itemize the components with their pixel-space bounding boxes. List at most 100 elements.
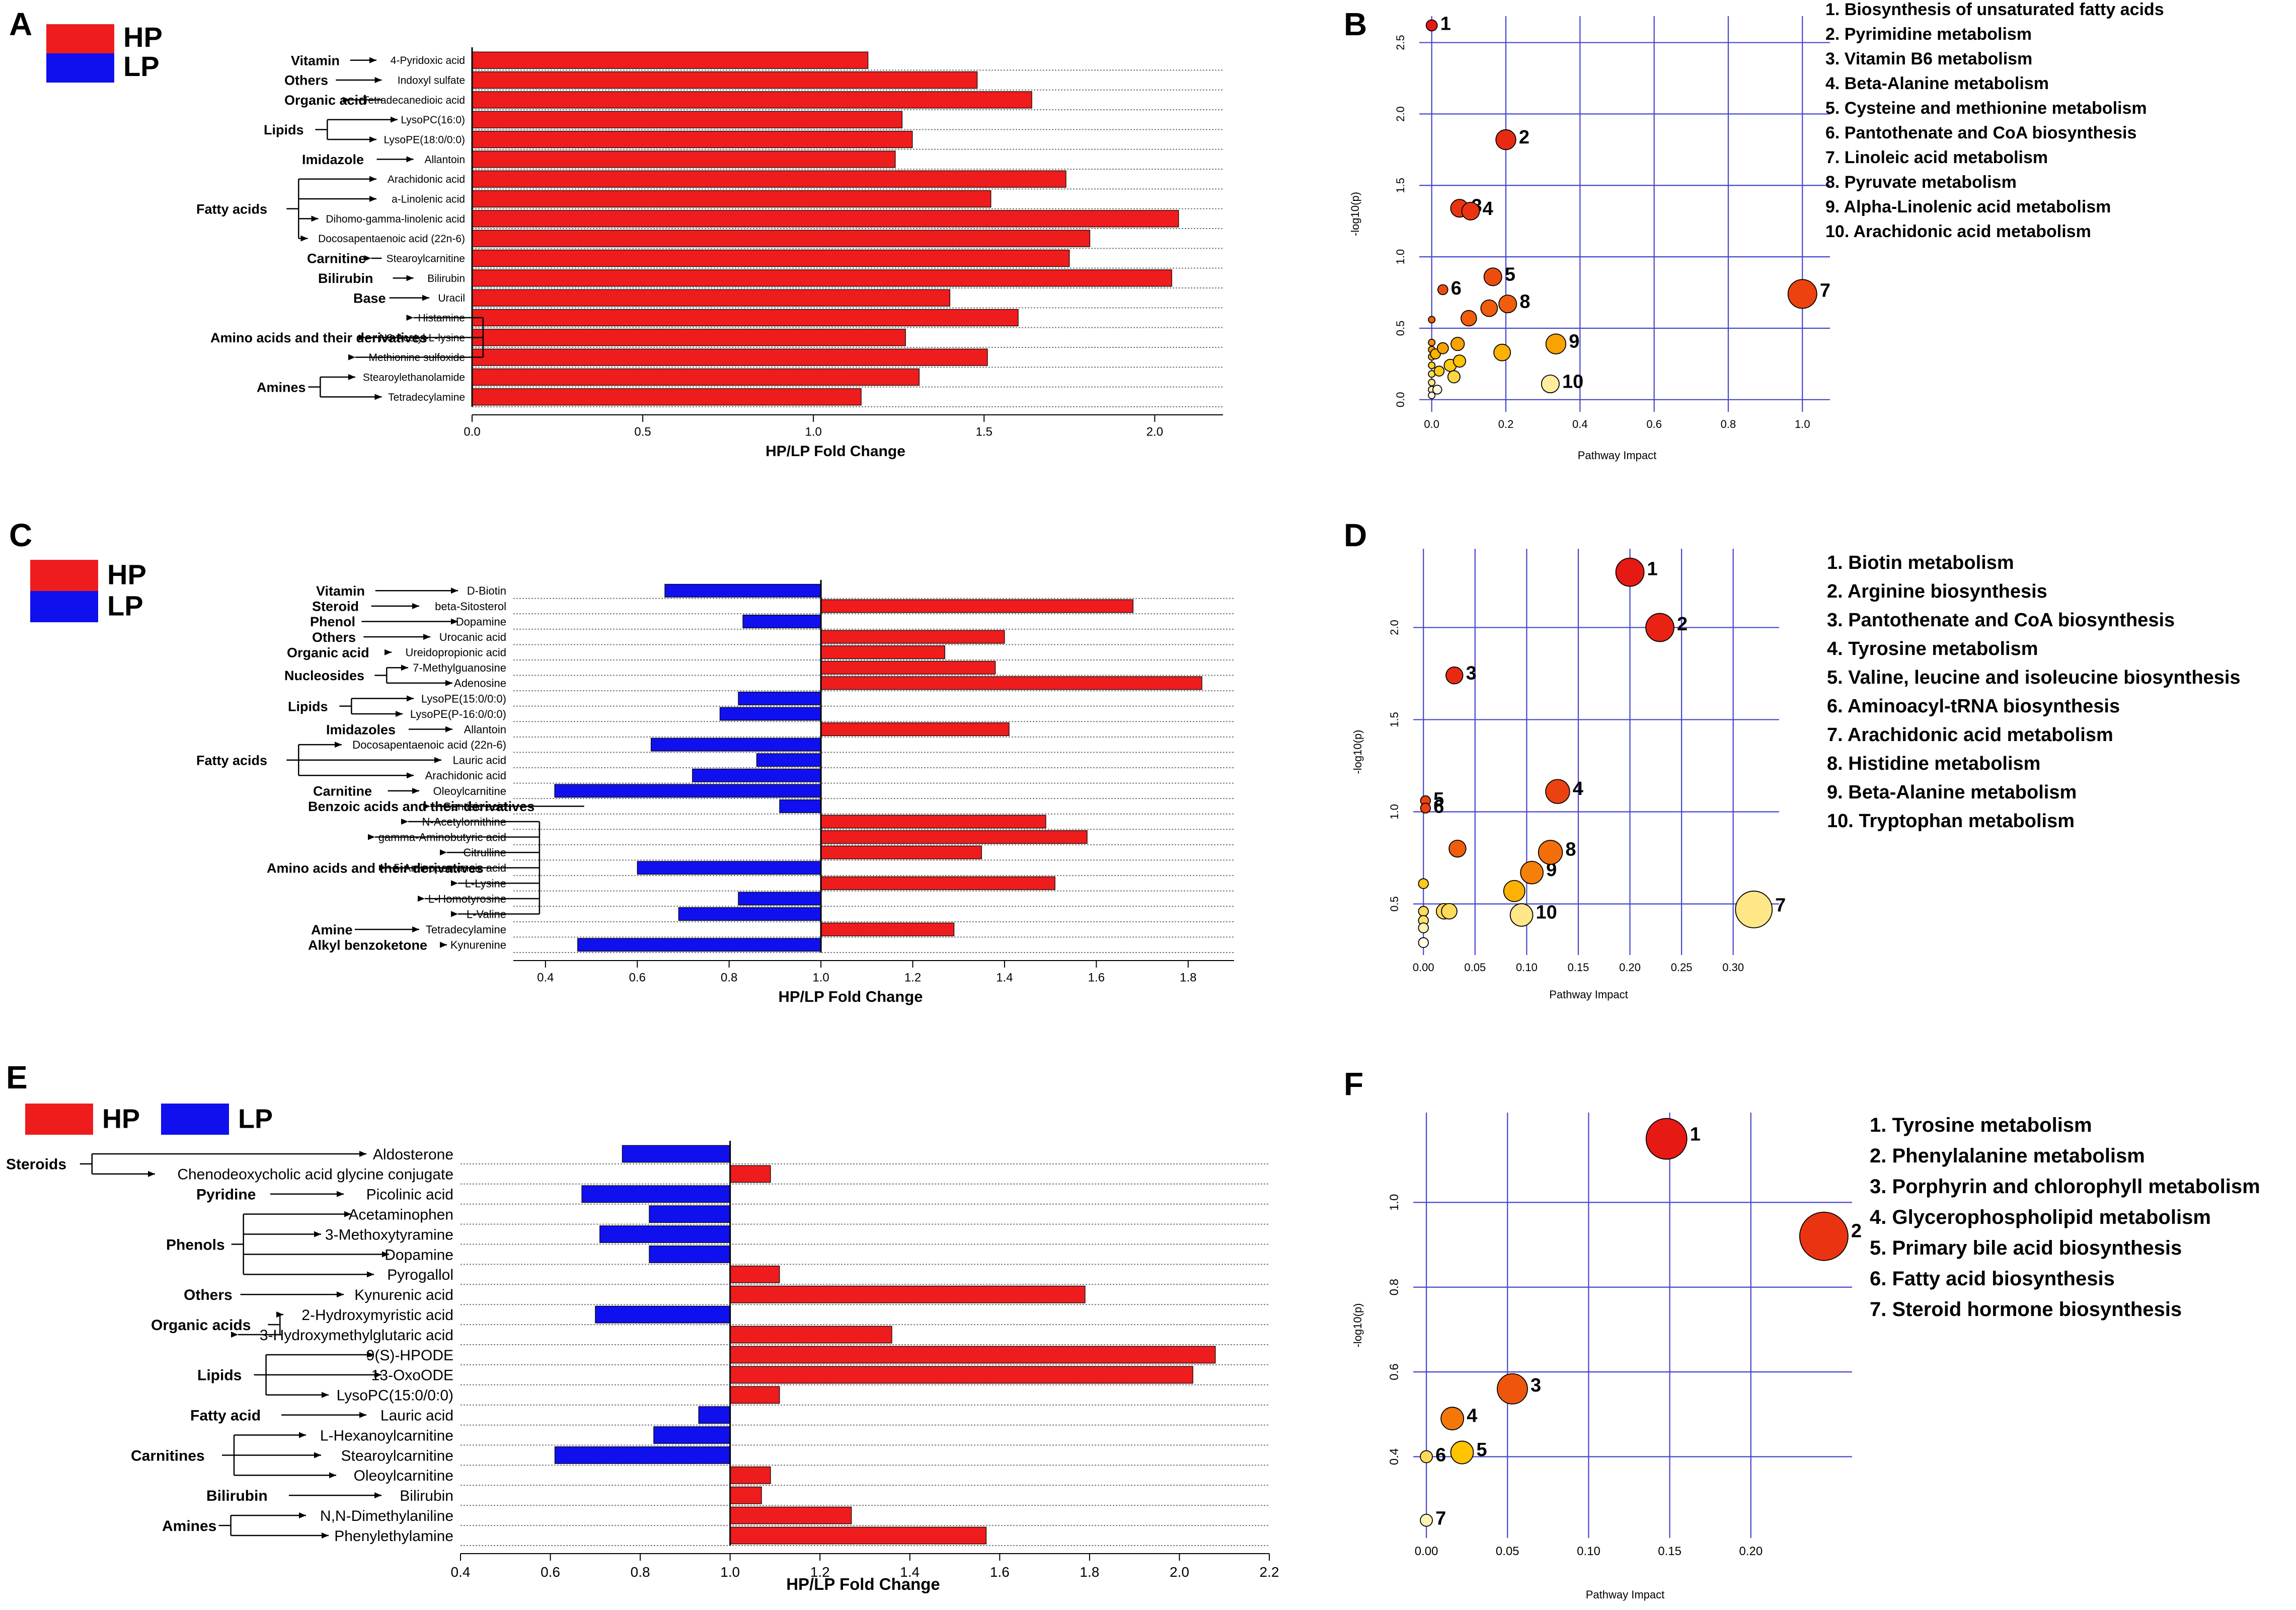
point-label: 8 bbox=[1519, 291, 1530, 313]
group-arrowhead bbox=[314, 1452, 321, 1458]
y-axis-title: -log10(p) bbox=[1349, 192, 1361, 236]
pathway-point bbox=[1461, 201, 1480, 221]
category-label: Arachidonic acid bbox=[425, 769, 506, 782]
group-arrowhead bbox=[359, 1412, 366, 1418]
bar bbox=[554, 784, 821, 798]
pathway-point bbox=[1452, 354, 1466, 368]
x-axis-title: HP/LP Fold Change bbox=[786, 1575, 940, 1593]
group-arrowhead bbox=[382, 1251, 389, 1258]
category-label: LysoPE(15:0/0:0) bbox=[421, 692, 506, 705]
bar bbox=[649, 1246, 731, 1263]
panel-letter-F: F bbox=[1344, 1066, 1363, 1102]
pathway-legend-item: 5. Valine, leucine and isoleucine biosyn… bbox=[1827, 667, 2241, 688]
group-arrowhead bbox=[451, 588, 458, 594]
pathway-legend-item: 3. Porphyrin and chlorophyll metabolism bbox=[1870, 1176, 2260, 1198]
x-tick-label: 0.0 bbox=[464, 425, 480, 439]
bar bbox=[730, 1526, 987, 1545]
point-label: 6 bbox=[1433, 796, 1444, 818]
group-arrowhead bbox=[374, 394, 382, 400]
group-label: Steroids bbox=[6, 1156, 66, 1173]
group-arrowhead bbox=[440, 941, 447, 948]
category-label: Lauric acid bbox=[380, 1407, 453, 1424]
bar bbox=[756, 753, 821, 767]
pathway-point bbox=[1497, 1373, 1528, 1405]
group-arrowhead bbox=[445, 726, 452, 733]
pathway-point bbox=[1495, 129, 1516, 151]
pathway-point bbox=[1433, 365, 1445, 377]
group-arrowhead bbox=[322, 1532, 329, 1539]
group-label: Vitamin bbox=[291, 53, 340, 68]
x-axis-title: HP/LP Fold Change bbox=[766, 443, 905, 460]
x-tick-label: 0.05 bbox=[1464, 961, 1486, 974]
point-label: 10 bbox=[1536, 902, 1557, 923]
pathway-legend-item: 1. Tyrosine metabolism bbox=[1870, 1114, 2092, 1136]
pathway-point bbox=[1461, 310, 1477, 327]
category-label: LysoPE(P-16:0/0:0) bbox=[410, 708, 506, 720]
x-tick-label: 0.5 bbox=[634, 425, 651, 439]
x-tick-label: 0.4 bbox=[1572, 418, 1588, 430]
pathway-point bbox=[1615, 557, 1645, 587]
group-arrowhead bbox=[412, 603, 419, 609]
pathway-point bbox=[1425, 19, 1438, 32]
group-label: Carnitines bbox=[131, 1447, 205, 1464]
point-label: 6 bbox=[1435, 1444, 1446, 1466]
bar bbox=[820, 722, 1010, 736]
bar bbox=[678, 907, 821, 921]
pathway-legend-item: 2. Pyrimidine metabolism bbox=[1825, 25, 2032, 44]
group-label: Phenols bbox=[166, 1236, 225, 1253]
bar bbox=[820, 676, 1202, 690]
group-arrowhead bbox=[337, 1191, 344, 1197]
pathway-point bbox=[1450, 337, 1465, 351]
group-label: Nucleosides bbox=[284, 668, 364, 683]
pathway-point bbox=[1480, 299, 1498, 317]
group-arrowhead bbox=[374, 1492, 381, 1499]
pathway-point bbox=[1420, 802, 1431, 814]
pathway-point bbox=[1545, 779, 1570, 804]
group-arrowhead bbox=[374, 1371, 381, 1378]
bar bbox=[472, 309, 1019, 327]
legend-swatch-hp bbox=[30, 560, 98, 591]
bar bbox=[472, 111, 903, 128]
bar bbox=[472, 388, 862, 406]
x-tick-label: 0.8 bbox=[721, 971, 737, 985]
x-tick-label: 0.4 bbox=[537, 971, 554, 985]
group-label: Fatty acids bbox=[196, 753, 267, 768]
point-label: 2 bbox=[1851, 1221, 1862, 1242]
bar bbox=[472, 51, 869, 69]
bar bbox=[472, 368, 920, 386]
pathway-point bbox=[1498, 295, 1517, 314]
group-arrowhead bbox=[451, 618, 458, 625]
pathway-legend-item: 5. Cysteine and methionine metabolism bbox=[1825, 99, 2147, 118]
y-tick-label: 0.4 bbox=[1388, 1448, 1401, 1465]
category-label: L-Hexanoylcarnitine bbox=[320, 1427, 453, 1444]
category-label: 2-Hydroxymyristic acid bbox=[301, 1307, 453, 1324]
bar bbox=[637, 861, 821, 875]
panel-letter-B: B bbox=[1344, 6, 1367, 42]
y-tick-label: 1.0 bbox=[1388, 804, 1401, 820]
category-label: 3-Hydroxymethylglutaric acid bbox=[260, 1327, 453, 1344]
y-tick-label: 0.5 bbox=[1388, 896, 1401, 912]
bar bbox=[820, 599, 1133, 613]
group-arrowhead bbox=[344, 1211, 351, 1217]
pathway-legend-item: 6. Aminoacyl-tRNA biosynthesis bbox=[1827, 696, 2120, 717]
legend-swatch-lp bbox=[46, 53, 114, 83]
category-label: Dopamine bbox=[385, 1247, 453, 1263]
group-label: Others bbox=[312, 630, 356, 645]
category-label: 13-OxoODE bbox=[371, 1367, 453, 1384]
bar bbox=[651, 738, 821, 752]
group-arrowhead bbox=[406, 275, 414, 281]
bar bbox=[554, 1446, 731, 1464]
group-arrowhead bbox=[385, 649, 392, 655]
category-label: Kynurenic acid bbox=[354, 1287, 453, 1303]
bar bbox=[779, 799, 821, 813]
bar bbox=[649, 1205, 731, 1223]
x-tick-label: 1.8 bbox=[1180, 971, 1196, 985]
pathway-point bbox=[1503, 880, 1525, 902]
legend-swatch-hp bbox=[25, 1104, 93, 1135]
y-tick-label: 2.0 bbox=[1388, 620, 1401, 635]
group-arrowhead bbox=[418, 895, 425, 902]
group-arrowhead bbox=[406, 156, 414, 163]
group-arrowhead bbox=[348, 354, 355, 360]
category-label: Aldosterone bbox=[373, 1146, 453, 1163]
